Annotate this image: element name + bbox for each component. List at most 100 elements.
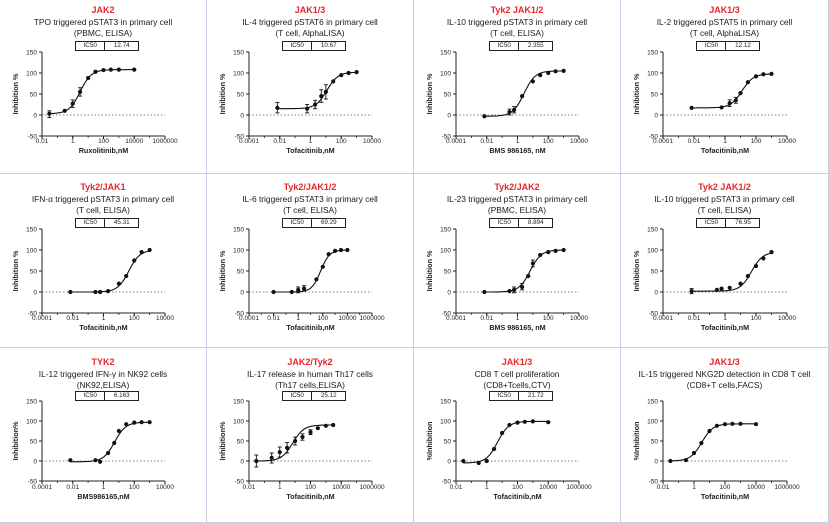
ic50-box: IC50 21.72 [489,391,554,401]
x-axis-label: Ruxolitinib,nM [79,146,129,155]
y-axis-label: Inhibition % [425,250,434,291]
kinase-label: TYK2 [91,357,115,367]
y-tick-label: -50 [442,479,452,486]
x-tick-label: 100 [317,315,328,322]
data-point [476,460,481,466]
x-tick-label: 100 [512,484,523,491]
y-tick-label: -50 [235,311,245,318]
y-tick-label: 0 [240,290,244,297]
kinase-label: Tyk2 JAK1/2 [698,182,751,192]
data-point [689,289,694,294]
chart-panel: Tyk2/JAK1 IFN-α triggered pSTAT3 in prima… [0,174,207,348]
y-tick-label: 150 [440,399,451,406]
data-point [132,420,137,425]
y-tick-label: 100 [647,248,658,255]
x-tick-label: 1 [516,138,520,145]
y-tick-label: 50 [237,92,245,99]
x-tick-label: 10000 [570,138,588,145]
data-point [323,89,328,94]
chart-subtitle: (T cell, AlphaLISA) [689,28,760,38]
x-axis-label: Tofacitinib,nM [79,323,127,332]
ic50-value: 25.12 [320,392,337,399]
data-point [719,105,724,110]
x-tick-label: 100 [751,315,762,322]
y-tick-label: 0 [654,459,658,466]
x-tick-label: 0.01 [480,315,493,322]
x-tick-label: 1 [516,315,520,322]
chart-title: IL-23 triggered pSTAT3 in primary cell [446,194,588,204]
kinase-label: Tyk2/JAK2 [494,182,540,192]
chart-panel: Tyk2 JAK1/2 IL-10 triggered pSTAT3 in pri… [414,0,621,174]
data-point [530,79,535,84]
data-point [112,440,117,446]
data-point [761,72,766,77]
data-point [308,430,313,435]
data-point [68,289,73,295]
kinase-label: JAK1/3 [294,5,326,15]
x-tick-label: 1 [723,138,727,145]
fit-curve [484,249,564,293]
data-point [553,69,558,74]
x-tick-label: 1 [723,315,727,322]
y-tick-label: 150 [647,227,658,234]
data-point [561,247,566,253]
data-point [546,420,551,425]
kinase-label: JAK1/3 [709,357,740,367]
kinase-label: JAK1/3 [501,357,533,367]
ic50-box: IC50 12.74 [75,41,140,51]
ic50-label: IC50 [490,392,520,400]
x-tick-label: 0.01 [480,138,493,145]
ic50-value: 8.894 [527,219,544,226]
y-tick-label: 0 [240,459,244,466]
y-tick-label: 150 [233,399,244,406]
x-tick-label: 0.0001 [653,315,673,322]
chart-subtitle: (T cell, ELISA) [283,205,337,215]
chart-title: IL-15 triggered NKG2D detection in CD8 T… [638,369,811,379]
x-tick-label: 10000 [778,315,796,322]
data-point [730,421,735,426]
y-tick-label: -50 [28,311,38,318]
y-tick-label: 150 [440,227,451,234]
x-tick-label: 100 [98,138,109,145]
chart-panel: Tyk2/JAK1/2 IL-6 triggered pSTAT3 in prim… [207,174,414,348]
ic50-box: IC50 6.163 [75,391,140,401]
data-point [97,289,103,295]
y-tick-label: 0 [33,113,37,120]
y-axis-label: Inhibition % [11,250,20,291]
data-point [689,105,694,110]
data-point [707,428,712,434]
x-tick-label: 1000000 [566,484,592,491]
ic50-label: IC50 [697,42,727,50]
data-point [738,421,743,426]
x-tick-label: 0.01 [243,484,256,491]
chart-title: IL-10 triggered pSTAT3 in primary cell [654,194,795,204]
x-axis-label: Tofacitinib,nM [701,146,749,155]
x-tick-label: 100 [305,484,316,491]
y-tick-label: 100 [26,419,37,426]
data-point [522,419,527,424]
x-axis-label: BMS 986165, nM [489,146,545,155]
ic50-box: IC50 12.12 [696,41,761,51]
x-tick-label: 1000000 [359,484,385,491]
data-point [553,248,558,253]
data-point [538,252,543,258]
fit-curve [691,252,772,292]
ic50-box: IC50 76.95 [696,218,761,228]
ic50-label: IC50 [283,42,313,50]
data-point [108,67,113,72]
chart-subtitle: (Th17 cells,ELISA) [275,380,345,390]
ic50-label: IC50 [76,219,106,227]
ic50-label: IC50 [490,42,520,50]
data-point [315,426,320,431]
data-point [738,281,743,286]
data-point [345,247,350,253]
data-point [546,250,551,255]
data-point [727,285,732,290]
y-tick-label: 50 [30,269,38,276]
ic50-box: IC50 25.12 [282,391,347,401]
